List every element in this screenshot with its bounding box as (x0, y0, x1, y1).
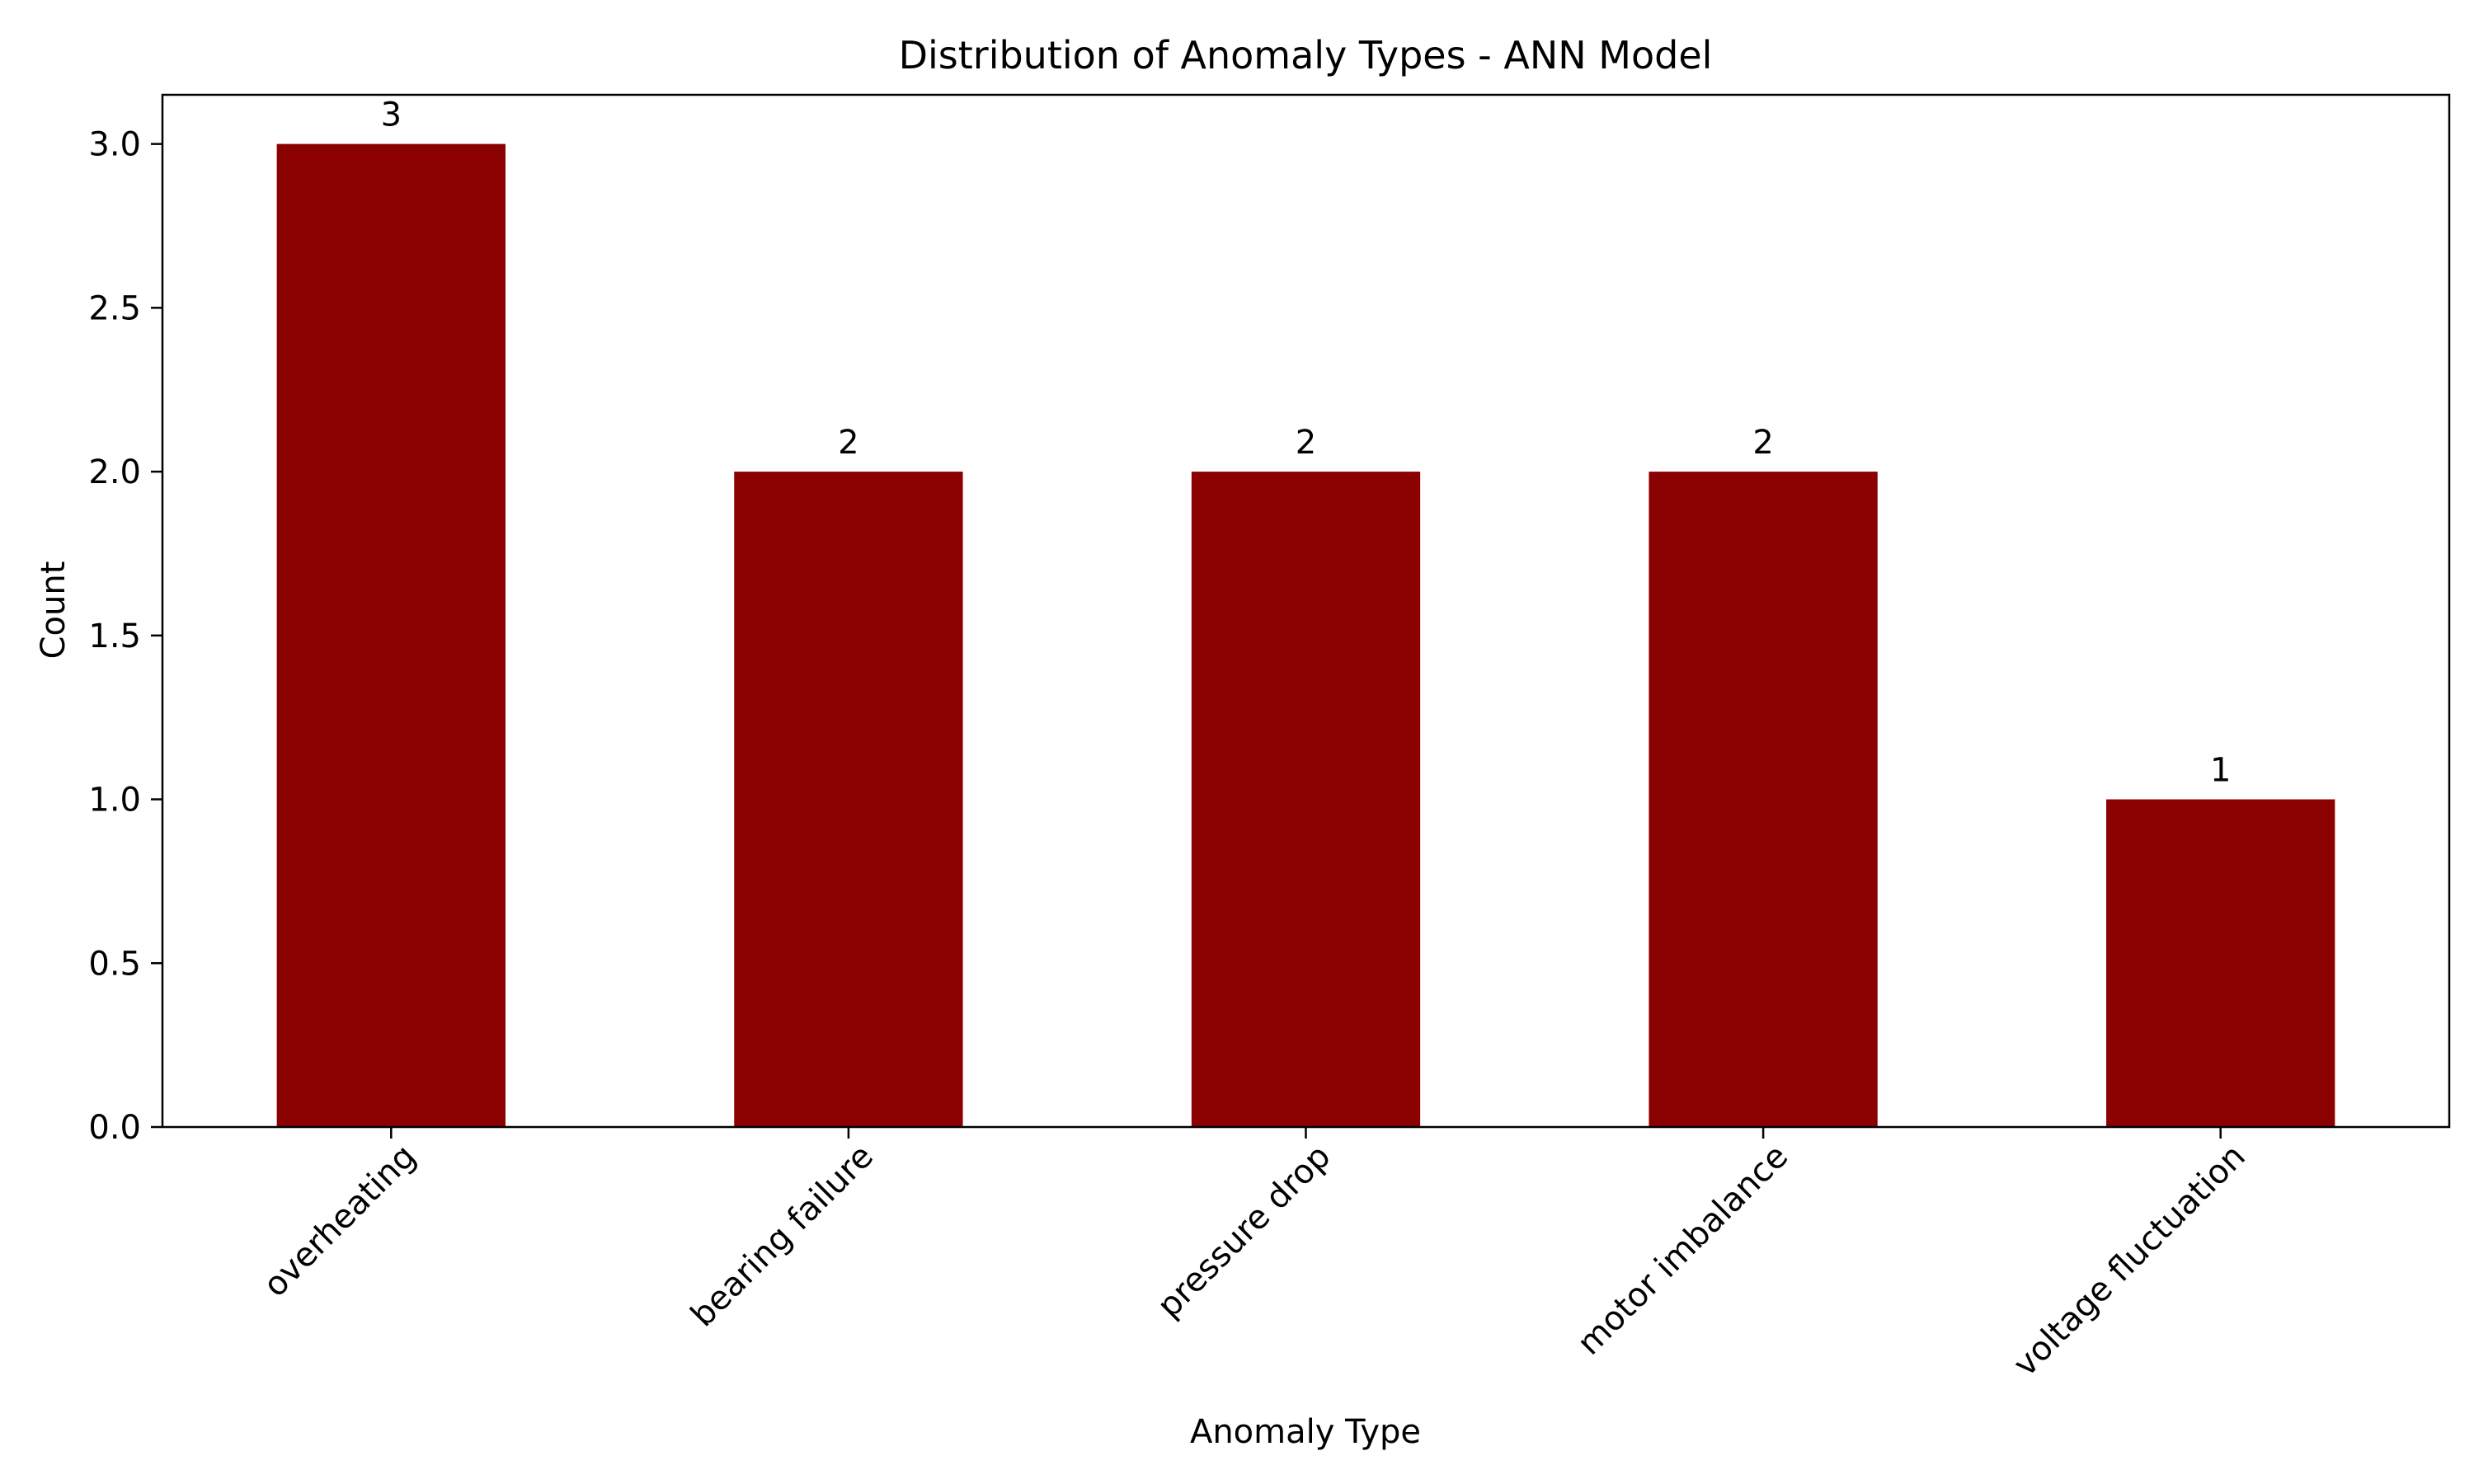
bar (1649, 472, 1878, 1127)
y-tick-label: 2.0 (88, 453, 141, 491)
x-axis-label: Anomaly Type (1190, 1413, 1421, 1451)
y-tick-label: 2.5 (88, 289, 141, 327)
bar-value-label: 2 (838, 424, 858, 462)
y-tick-label: 0.0 (88, 1109, 141, 1147)
y-axis: 0.0 0.5 1.0 1.5 2.0 2.5 3.0 (88, 126, 162, 1147)
bar-value-label: 2 (1752, 424, 1773, 462)
bar-labels-group: 3 2 2 2 1 (381, 96, 2232, 790)
y-tick-label: 1.5 (88, 618, 141, 655)
y-tick-label: 0.5 (88, 945, 141, 983)
chart-title: Distribution of Anomaly Types - ANN Mode… (899, 33, 1713, 77)
bar (1191, 472, 1421, 1127)
bar-value-label: 2 (1296, 424, 1316, 462)
plot-area: 3 2 2 2 1 (161, 93, 2451, 1129)
bar (734, 472, 963, 1127)
y-axis-label: Count (35, 561, 73, 660)
bar-value-label: 3 (381, 96, 402, 134)
bars-group (276, 143, 2335, 1128)
bar (2106, 799, 2335, 1127)
bar-value-label: 1 (2210, 752, 2231, 790)
y-tick-label: 3.0 (88, 126, 141, 164)
y-tick-label: 1.0 (88, 782, 141, 819)
bar (276, 143, 506, 1128)
